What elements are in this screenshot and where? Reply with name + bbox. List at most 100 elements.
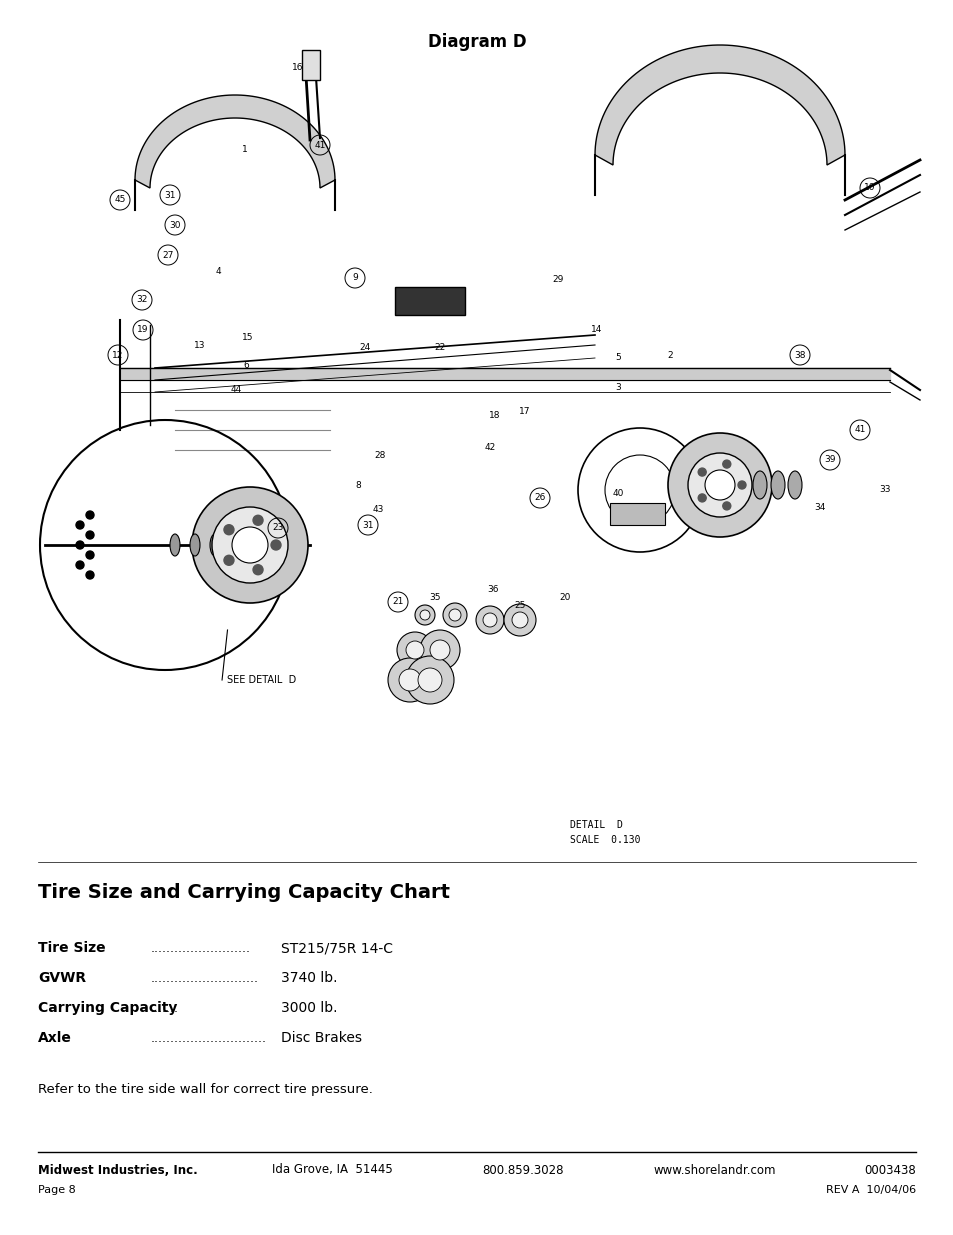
Text: Axle: Axle [38, 1031, 72, 1045]
Text: 0003438: 0003438 [863, 1163, 915, 1177]
Text: 16: 16 [292, 63, 303, 72]
Circle shape [388, 658, 432, 701]
Circle shape [415, 605, 435, 625]
Circle shape [192, 487, 308, 603]
Text: 9: 9 [352, 273, 357, 283]
Text: 36: 36 [487, 585, 498, 594]
Text: Ida Grove, IA  51445: Ida Grove, IA 51445 [272, 1163, 393, 1177]
Text: www.shorelandr.com: www.shorelandr.com [653, 1163, 775, 1177]
Circle shape [698, 468, 705, 475]
Text: 31: 31 [164, 190, 175, 200]
Text: 18: 18 [489, 410, 500, 420]
Text: SCALE  0.130: SCALE 0.130 [570, 835, 640, 845]
Circle shape [417, 668, 441, 692]
Circle shape [396, 632, 433, 668]
Circle shape [86, 531, 94, 538]
Text: 40: 40 [612, 489, 623, 499]
Text: 12: 12 [112, 351, 124, 359]
Circle shape [253, 564, 263, 574]
Text: 10: 10 [863, 184, 875, 193]
Ellipse shape [210, 534, 220, 556]
Text: 43: 43 [372, 505, 383, 515]
Ellipse shape [170, 534, 180, 556]
Circle shape [476, 606, 503, 634]
Circle shape [76, 561, 84, 569]
Text: 17: 17 [518, 408, 530, 416]
Text: 26: 26 [534, 494, 545, 503]
Text: Disc Brakes: Disc Brakes [281, 1031, 362, 1045]
Text: 30: 30 [169, 221, 180, 230]
Text: 29: 29 [552, 275, 563, 284]
Text: .........................: ......................... [151, 941, 251, 955]
Circle shape [86, 551, 94, 559]
Text: 6: 6 [243, 361, 249, 369]
Ellipse shape [225, 534, 234, 556]
Text: 20: 20 [558, 594, 570, 603]
Circle shape [76, 541, 84, 550]
Text: 4: 4 [215, 268, 220, 277]
Text: 38: 38 [794, 351, 805, 359]
Text: 41: 41 [854, 426, 864, 435]
Text: .............................: ............................. [151, 1031, 267, 1045]
Text: Carrying Capacity: Carrying Capacity [38, 1002, 177, 1015]
Text: 39: 39 [823, 456, 835, 464]
Bar [302, 49, 319, 80]
Ellipse shape [752, 471, 766, 499]
Text: 22: 22 [434, 343, 445, 352]
Text: 42: 42 [484, 443, 496, 452]
Text: 8: 8 [355, 480, 360, 489]
Circle shape [667, 433, 771, 537]
Text: 28: 28 [374, 451, 385, 459]
Text: 3: 3 [615, 384, 620, 393]
Text: 32: 32 [136, 295, 148, 305]
Text: 34: 34 [814, 504, 825, 513]
Circle shape [419, 630, 459, 671]
Circle shape [212, 508, 288, 583]
Text: Tire Size: Tire Size [38, 941, 106, 955]
Circle shape [722, 461, 730, 468]
Polygon shape [135, 95, 335, 188]
Polygon shape [595, 44, 844, 165]
Circle shape [482, 613, 497, 627]
Text: 31: 31 [362, 520, 374, 530]
Text: 3000 lb.: 3000 lb. [281, 1002, 337, 1015]
Text: 3740 lb.: 3740 lb. [281, 971, 337, 986]
Circle shape [442, 603, 467, 627]
Circle shape [224, 556, 233, 566]
Ellipse shape [787, 471, 801, 499]
Text: ST215/75R 14-C: ST215/75R 14-C [281, 941, 393, 955]
Circle shape [253, 515, 263, 525]
Text: 14: 14 [591, 326, 602, 335]
Text: Page 8: Page 8 [38, 1186, 76, 1195]
Bar [609, 503, 664, 525]
Text: GVWR: GVWR [38, 971, 86, 986]
Text: 5: 5 [615, 353, 620, 363]
Circle shape [406, 641, 423, 659]
Circle shape [86, 571, 94, 579]
Text: .......: ....... [151, 1002, 178, 1014]
Text: Midwest Industries, Inc.: Midwest Industries, Inc. [38, 1163, 197, 1177]
Text: 15: 15 [242, 333, 253, 342]
Text: 23: 23 [272, 524, 283, 532]
Circle shape [406, 656, 454, 704]
Circle shape [398, 669, 420, 692]
Text: 24: 24 [359, 343, 370, 352]
Text: 25: 25 [514, 600, 525, 610]
Text: 21: 21 [392, 598, 403, 606]
Ellipse shape [190, 534, 200, 556]
Bar [395, 287, 464, 315]
Circle shape [704, 471, 734, 500]
Text: DETAIL  D: DETAIL D [570, 820, 622, 830]
Circle shape [687, 453, 751, 517]
Text: ...........................: ........................... [151, 972, 258, 984]
Text: Refer to the tire side wall for correct tire pressure.: Refer to the tire side wall for correct … [38, 1083, 373, 1097]
Circle shape [232, 527, 268, 563]
Circle shape [271, 540, 281, 550]
Text: 2: 2 [666, 351, 672, 359]
Text: Tire Size and Carrying Capacity Chart: Tire Size and Carrying Capacity Chart [38, 883, 450, 902]
Text: 1: 1 [242, 146, 248, 154]
Circle shape [503, 604, 536, 636]
Circle shape [449, 609, 460, 621]
Text: 19: 19 [137, 326, 149, 335]
Text: Diagram D: Diagram D [427, 33, 526, 51]
